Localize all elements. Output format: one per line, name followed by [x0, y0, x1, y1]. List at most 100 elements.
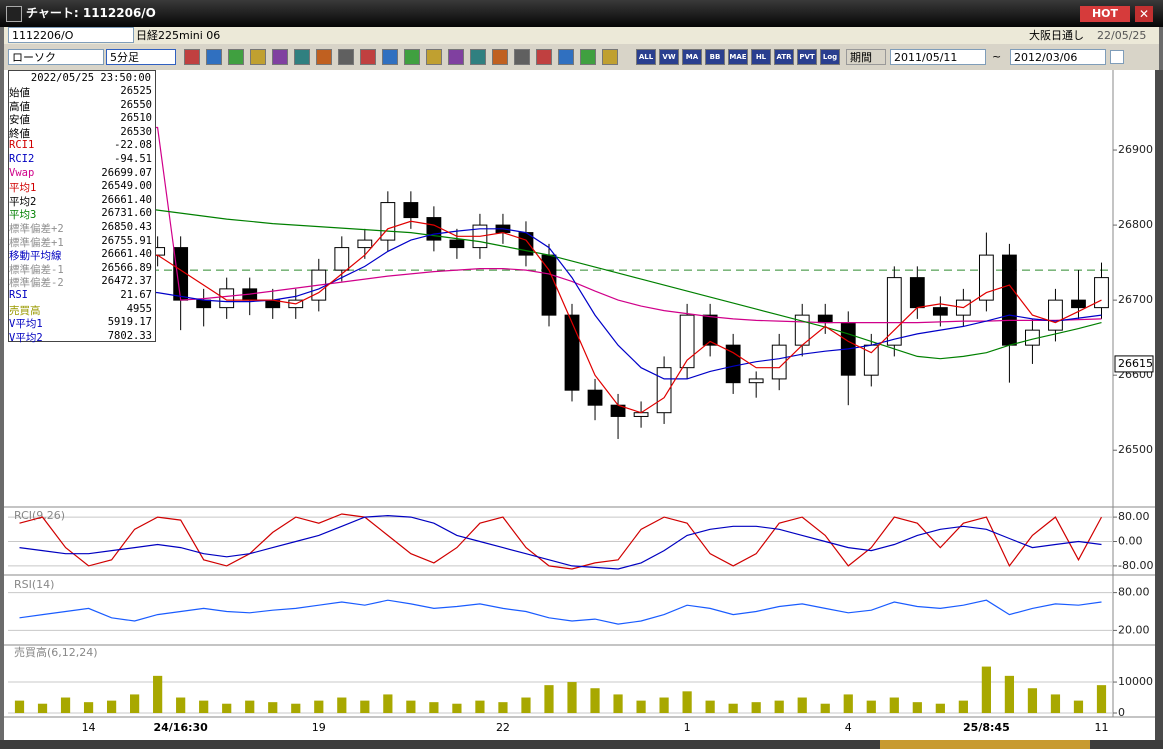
indicator-button[interactable]: BB — [705, 49, 725, 65]
indicator-button[interactable]: ATR — [774, 49, 794, 65]
y-tick-label: 26900 — [1118, 143, 1153, 156]
code-input[interactable]: 1112206/O — [8, 27, 134, 43]
toolbar-icon[interactable] — [228, 49, 244, 65]
volume-bar — [636, 700, 646, 713]
candle-body — [1071, 299, 1086, 309]
toolbar-icon[interactable] — [536, 49, 552, 65]
info-value: 26510 — [120, 112, 152, 125]
info-label: RSI — [9, 289, 28, 301]
info-value: 26850.43 — [101, 221, 152, 233]
info-value: -94.51 — [114, 153, 152, 165]
toolbar-icon[interactable] — [294, 49, 310, 65]
volume-bar — [866, 700, 876, 713]
volume-bar — [406, 700, 416, 713]
info-value: 26731.60 — [101, 207, 152, 220]
toolbar-icon[interactable] — [580, 49, 596, 65]
last-price-box — [1114, 355, 1154, 373]
info-label: 移動平均線 — [9, 250, 62, 263]
scroll-track[interactable] — [0, 740, 1163, 749]
info-value: 26549.00 — [101, 180, 152, 193]
indicator-button[interactable]: HL — [751, 49, 771, 65]
info-value: 7802.33 — [107, 329, 152, 342]
candle-body — [196, 299, 212, 309]
volume-bar — [268, 702, 278, 713]
info-label: 安値 — [9, 114, 30, 127]
scroll-thumb[interactable] — [880, 740, 1090, 749]
candle-body — [817, 314, 833, 324]
toolbar-icon[interactable] — [448, 49, 464, 65]
chart-style-select[interactable]: ローソク — [8, 49, 104, 65]
toolbar-icon[interactable] — [206, 49, 222, 65]
volume-bar — [774, 700, 784, 713]
volume-bar — [314, 700, 324, 713]
volume-bar — [222, 703, 232, 713]
x-tick-label: 22 — [496, 721, 510, 734]
candle-body — [334, 247, 350, 271]
series-line — [19, 183, 1102, 360]
volume-bar — [843, 694, 853, 713]
to-date[interactable]: 2012/03/06 — [1010, 49, 1106, 65]
volume-bar — [728, 703, 738, 713]
volume-bar — [498, 702, 508, 713]
info-label: RCI2 — [9, 153, 35, 165]
period-button[interactable]: 期間 — [846, 49, 886, 65]
close-button[interactable]: ✕ — [1135, 6, 1153, 22]
toolbar-icon[interactable] — [360, 49, 376, 65]
volume-bar — [613, 694, 623, 713]
candle-body — [748, 378, 764, 384]
volume-bar — [176, 697, 186, 713]
instrument-name: 日経225mini 06 — [136, 29, 221, 42]
candle-body — [564, 314, 580, 391]
candle-body — [932, 307, 948, 316]
volume-bar — [1050, 694, 1061, 713]
info-label: Vwap — [9, 166, 35, 179]
indicator-button[interactable]: MA — [682, 49, 702, 65]
panel-title: RCI(9,26) — [14, 509, 65, 522]
toolbar-icon[interactable] — [558, 49, 574, 65]
toolbar-icon[interactable] — [602, 49, 618, 65]
from-date[interactable]: 2011/05/11 — [890, 49, 986, 65]
indicator-button[interactable]: Log — [820, 49, 840, 65]
indicator-button[interactable]: MAE — [728, 49, 748, 65]
info-label: RCI1 — [9, 139, 35, 152]
volume-bar — [14, 700, 25, 713]
y-tick-label: 0.00 — [1118, 535, 1143, 548]
toolbar-icon[interactable] — [492, 49, 508, 65]
date: 22/05/25 — [1097, 29, 1147, 42]
toolbar-icon[interactable] — [184, 49, 200, 65]
toolbar-icon[interactable] — [338, 49, 354, 65]
indicator-button[interactable]: VW — [659, 49, 679, 65]
toolbar-icon[interactable] — [272, 49, 288, 65]
session: 大阪日通し — [1029, 29, 1084, 42]
y-tick-label: 80.00 — [1118, 586, 1150, 599]
toolbar-icon[interactable] — [426, 49, 442, 65]
info-label: 売買高 — [9, 304, 41, 317]
volume-bar — [1027, 688, 1038, 713]
candle-body — [679, 314, 695, 369]
volume-bar — [1096, 685, 1107, 713]
interval-select[interactable]: 5分足 — [106, 49, 176, 65]
volume-bar — [452, 703, 462, 713]
toolbar-icon[interactable] — [404, 49, 420, 65]
y-tick-label: 20.00 — [1118, 623, 1150, 636]
volume-bar — [751, 702, 761, 713]
y-tick-label: 10000 — [1118, 675, 1153, 688]
info-value: 26661.40 — [101, 193, 152, 206]
candle-body — [702, 314, 718, 346]
candle-body — [587, 389, 603, 406]
x-tick-label: 1 — [684, 721, 691, 734]
y-tick-label: -80.00 — [1118, 559, 1153, 572]
toolbar-icon[interactable] — [316, 49, 332, 65]
volume-bar — [83, 702, 94, 713]
toolbar-icon[interactable] — [470, 49, 486, 65]
x-tick-label: 24/16:30 — [153, 721, 208, 734]
indicator-button[interactable]: ALL — [636, 49, 656, 65]
toolbar-icon[interactable] — [250, 49, 266, 65]
checkbox[interactable] — [1110, 50, 1124, 64]
indicator-button[interactable]: PVT — [797, 49, 817, 65]
hot-button[interactable]: HOT — [1080, 6, 1130, 22]
toolbar-icon[interactable] — [514, 49, 530, 65]
candle-body — [1094, 277, 1109, 309]
toolbar-icon[interactable] — [382, 49, 398, 65]
